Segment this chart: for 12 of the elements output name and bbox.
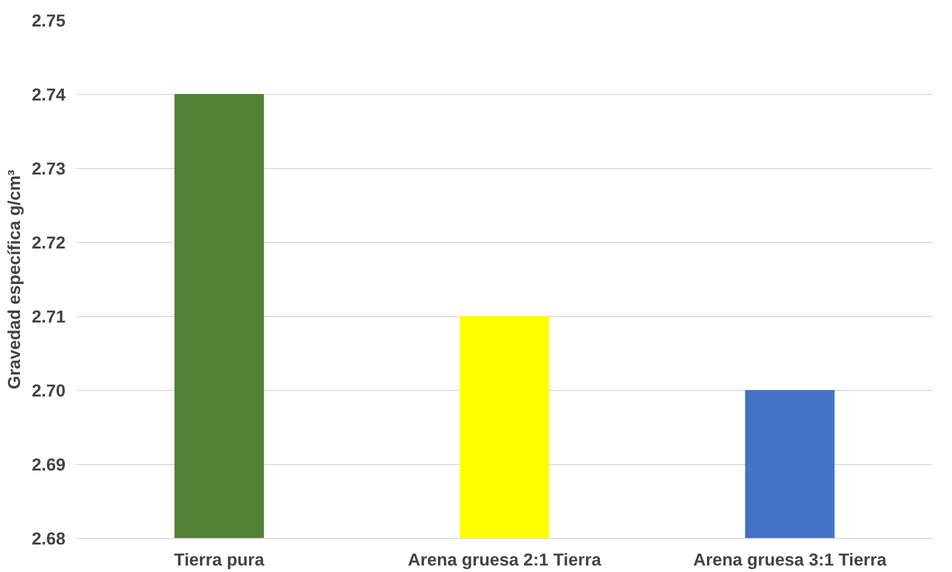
y-tick-label: 2.74 [32,84,66,104]
y-tick-label: 2.68 [32,528,66,548]
x-tick-label: Arena gruesa 3:1 Tierra [693,550,887,570]
y-tick-label: 2.71 [32,306,66,326]
y-tick-label: 2.72 [32,232,66,252]
y-tick-label: 2.73 [32,158,66,178]
x-tick-label: Tierra pura [174,550,265,570]
y-axis-title: Gravedad específica g/cm³ [4,169,24,390]
y-tick-label: 2.75 [32,10,66,30]
y-tick-label: 2.69 [32,454,66,474]
x-tick-label: Arena gruesa 2:1 Tierra [408,550,602,570]
y-tick-label: 2.70 [32,380,66,400]
